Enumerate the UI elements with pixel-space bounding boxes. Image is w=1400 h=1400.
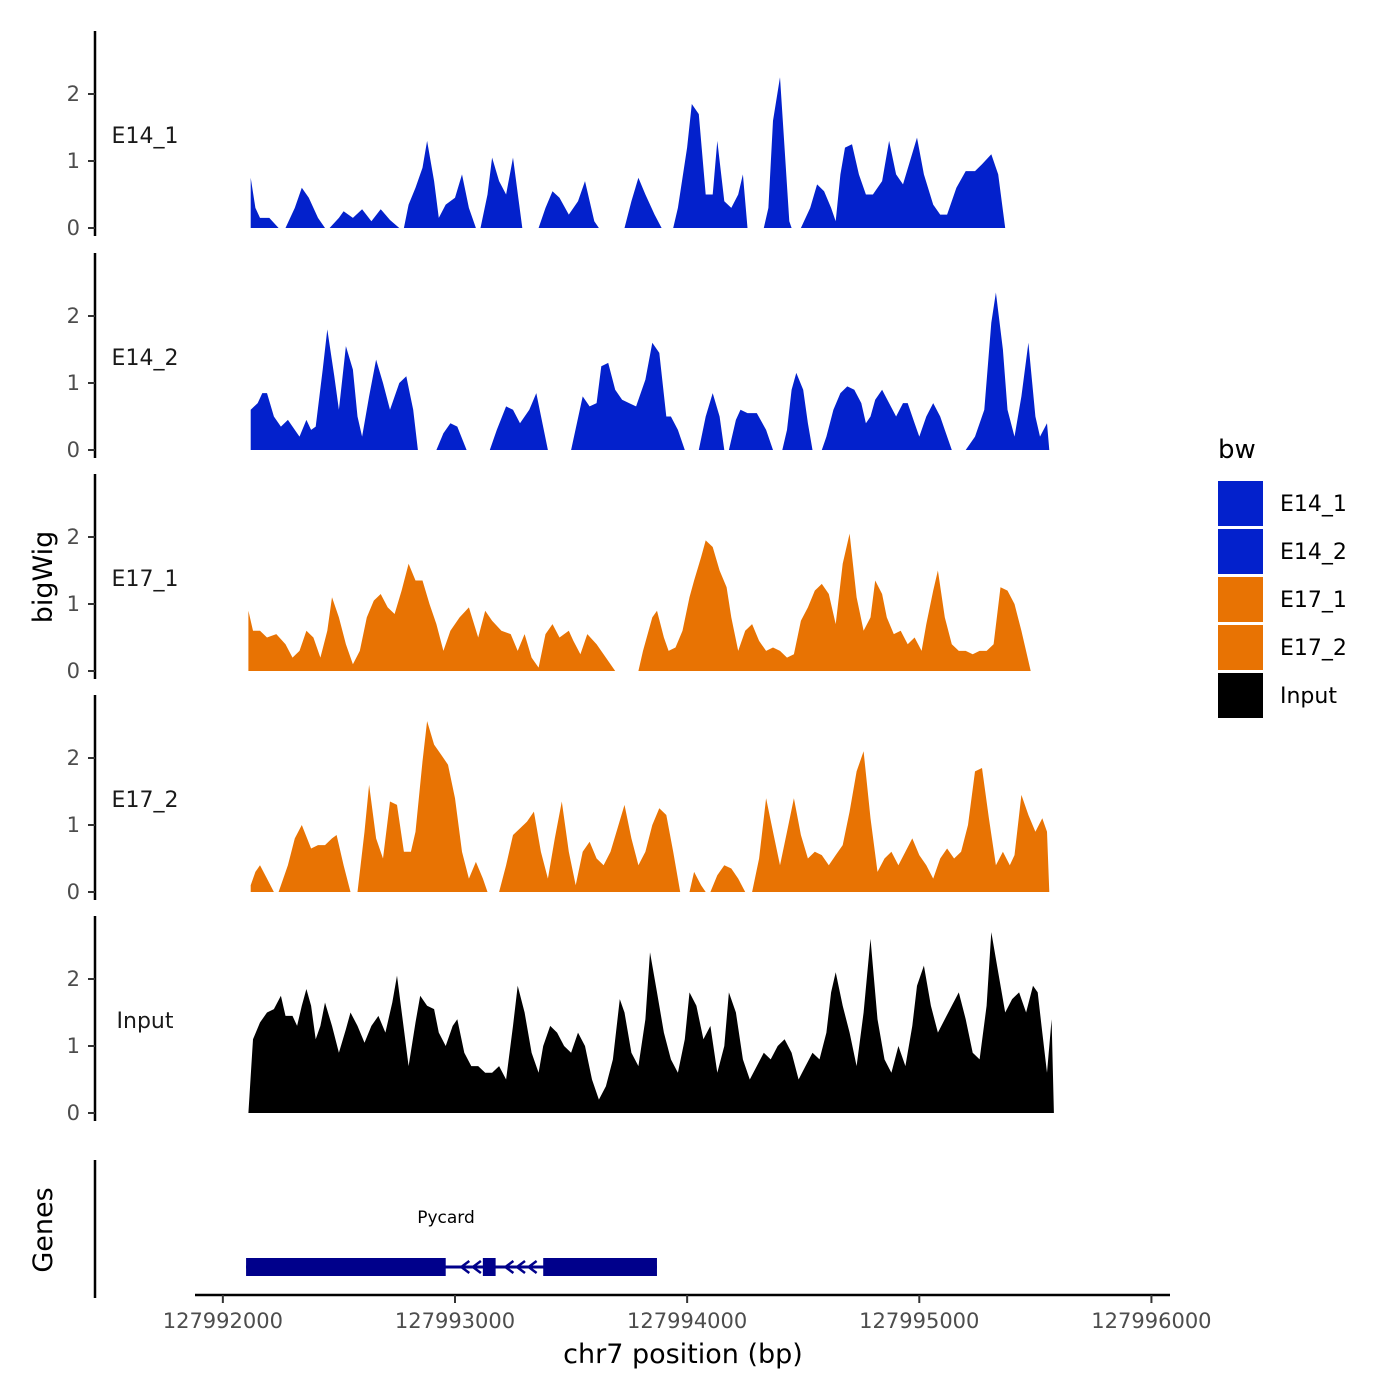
- track-E14_1: 0 1 2 E14_1: [67, 31, 1006, 240]
- gene-exon: [482, 1258, 496, 1276]
- x-axis: 127992000 127993000 127994000 127995000 1279…: [163, 1293, 1212, 1333]
- signal-area: [624, 177, 662, 228]
- genes-panel: Pycard: [93, 1160, 657, 1298]
- x-tick-label: 127992000: [163, 1309, 283, 1333]
- signal-area: [710, 865, 746, 892]
- signal-area: [673, 104, 753, 228]
- legend-key-E14_1: [1218, 481, 1263, 526]
- strand-arrow: [526, 1260, 538, 1274]
- track-label: E17_1: [112, 567, 179, 592]
- y-tick-label: 2: [67, 746, 80, 770]
- track-E17_1: 0 1 2 E17_1: [67, 474, 1031, 683]
- y-tick-label: 0: [67, 216, 80, 240]
- signal-area: [436, 423, 467, 450]
- signal-area: [800, 137, 1006, 228]
- legend-key-E17_2: [1218, 625, 1263, 670]
- track-label: E14_1: [112, 124, 179, 149]
- signal-area: [248, 563, 616, 671]
- x-tick-label: 127993000: [395, 1309, 515, 1333]
- gene-exon: [543, 1258, 657, 1276]
- strand-arrow: [503, 1260, 515, 1274]
- track-E14_2: 0 1 2 E14_2: [67, 253, 1050, 462]
- legend-label: Input: [1280, 684, 1337, 709]
- track-label: E14_2: [112, 346, 179, 371]
- signal-area: [499, 801, 681, 892]
- signal-area: [752, 751, 1050, 892]
- signal-area: [403, 140, 476, 228]
- signal-area: [285, 187, 325, 228]
- track-label: E17_2: [112, 788, 179, 813]
- legend-key-E17_1: [1218, 577, 1263, 622]
- y-tick-label: 1: [67, 149, 80, 173]
- x-tick-label: 127994000: [627, 1309, 747, 1333]
- signal-area: [250, 177, 279, 228]
- signal-area: [278, 825, 351, 892]
- y-tick-label: 2: [67, 525, 80, 549]
- y-tick-label: 0: [67, 659, 80, 683]
- signal-area: [480, 157, 523, 228]
- y-tick-label: 1: [67, 1034, 80, 1058]
- y-tick-label: 1: [67, 592, 80, 616]
- legend-label: E14_1: [1280, 492, 1347, 517]
- gene-name-label: Pycard: [417, 1208, 475, 1228]
- x-axis-title: chr7 position (bp): [563, 1339, 803, 1370]
- gene-exon: [246, 1258, 446, 1276]
- track-E17_2: 0 1 2 E17_2: [67, 695, 1050, 904]
- strand-arrow: [514, 1260, 526, 1274]
- strand-arrow: [459, 1260, 471, 1274]
- tracks-group: 0 1 2 E14_1 0 1 2 E14_2 0 1 2 E17_1 0 1 2 E17_2 0 1 2 Input: [67, 31, 1054, 1125]
- signal-area: [538, 181, 599, 228]
- x-tick-label: 127996000: [1091, 1309, 1211, 1333]
- legend-label: E17_2: [1280, 636, 1347, 661]
- genes-axis-title: Genes: [28, 1187, 59, 1272]
- legend-label: E14_2: [1280, 540, 1347, 565]
- signal-area: [489, 393, 548, 450]
- signal-area: [965, 292, 1050, 450]
- signal-area: [357, 721, 488, 892]
- signal-area: [728, 409, 773, 450]
- signal-area: [250, 865, 274, 892]
- track-label: Input: [117, 1009, 174, 1034]
- signal-area: [821, 386, 952, 450]
- y-tick-label: 2: [67, 82, 80, 106]
- signal-area: [689, 871, 706, 892]
- legend-title: bw: [1218, 435, 1256, 465]
- x-tick-label: 127995000: [859, 1309, 979, 1333]
- legend-label: E17_1: [1280, 588, 1347, 613]
- signal-area: [571, 342, 685, 450]
- y-tick-label: 0: [67, 1101, 80, 1125]
- signal-area: [250, 329, 418, 450]
- y-tick-label: 2: [67, 967, 80, 991]
- y-tick-label: 1: [67, 813, 80, 837]
- y-tick-label: 1: [67, 371, 80, 395]
- strand-arrow: [470, 1260, 482, 1274]
- y-tick-label: 0: [67, 438, 80, 462]
- gene-model: [246, 1258, 657, 1276]
- legend-key-E14_2: [1218, 529, 1263, 574]
- y-tick-label: 2: [67, 304, 80, 328]
- signal-area: [329, 209, 400, 228]
- legend: bw E14_1 E14_2 E17_1 E17_2 Input: [1218, 435, 1347, 718]
- legend-key-Input: [1218, 673, 1263, 718]
- signal-area: [763, 77, 792, 228]
- y-axis-title: bigWig: [28, 531, 59, 624]
- signal-area: [782, 372, 813, 450]
- signal-area: [248, 932, 1054, 1113]
- track-Input: 0 1 2 Input: [67, 916, 1054, 1125]
- y-tick-label: 0: [67, 880, 80, 904]
- signal-area: [638, 533, 1031, 671]
- signal-area: [698, 393, 725, 450]
